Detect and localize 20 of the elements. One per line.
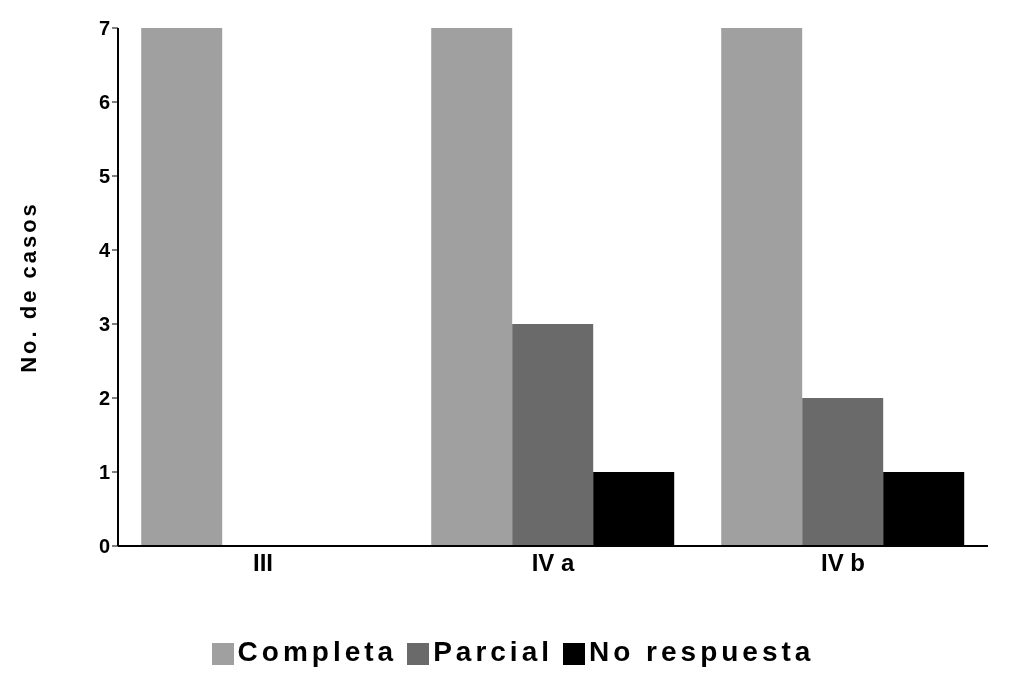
bar xyxy=(721,28,803,546)
y-tick-label: 5 xyxy=(98,165,110,188)
y-tick-label: 4 xyxy=(98,239,111,262)
y-tick-label: 2 xyxy=(98,387,110,410)
bar xyxy=(431,28,513,546)
x-tick-label: IV a xyxy=(531,549,575,577)
bar xyxy=(512,324,594,546)
y-tick-label: 0 xyxy=(98,535,110,558)
x-tick-label: IV b xyxy=(820,549,866,577)
y-tick-label: 3 xyxy=(98,313,110,336)
x-tick-label: III xyxy=(252,549,274,577)
y-tick-label: 1 xyxy=(98,461,110,484)
bar xyxy=(141,28,223,546)
legend-label: Parcial xyxy=(433,636,554,667)
legend-label: No respuesta xyxy=(589,636,815,667)
legend-label: Completa xyxy=(237,636,398,667)
y-tick-label: 7 xyxy=(98,17,110,40)
bar xyxy=(802,398,884,546)
y-axis-title: No. de casos xyxy=(15,201,41,373)
y-tick-label: 6 xyxy=(98,91,110,114)
